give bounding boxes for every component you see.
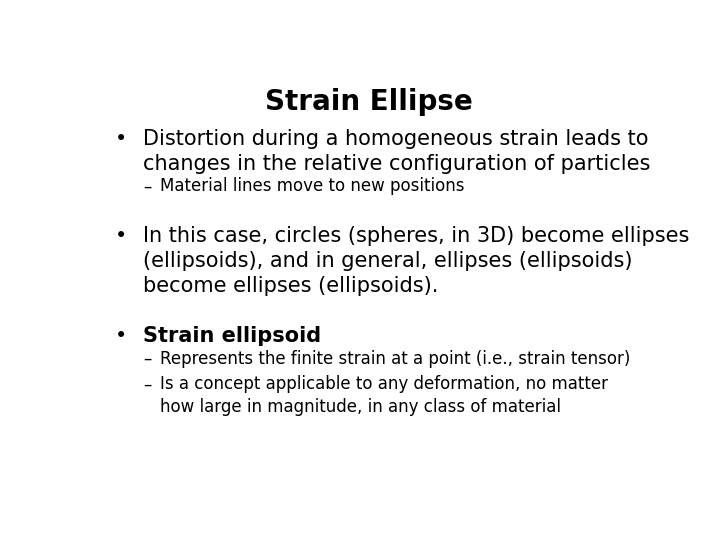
- Text: Strain Ellipse: Strain Ellipse: [265, 87, 473, 116]
- Text: •: •: [114, 129, 127, 149]
- Text: Strain ellipsoid: Strain ellipsoid: [143, 326, 321, 346]
- Text: •: •: [114, 326, 127, 346]
- Text: –: –: [143, 178, 151, 195]
- Text: Distortion during a homogeneous strain leads to
changes in the relative configur: Distortion during a homogeneous strain l…: [143, 129, 650, 174]
- Text: •: •: [114, 226, 127, 246]
- Text: –: –: [143, 349, 151, 368]
- Text: Is a concept applicable to any deformation, no matter
how large in magnitude, in: Is a concept applicable to any deformati…: [160, 375, 608, 416]
- Text: Material lines move to new positions: Material lines move to new positions: [160, 178, 464, 195]
- Text: In this case, circles (spheres, in 3D) become ellipses
(ellipsoids), and in gene: In this case, circles (spheres, in 3D) b…: [143, 226, 689, 296]
- Text: Represents the finite strain at a point (i.e., strain tensor): Represents the finite strain at a point …: [160, 349, 630, 368]
- Text: –: –: [143, 375, 151, 394]
